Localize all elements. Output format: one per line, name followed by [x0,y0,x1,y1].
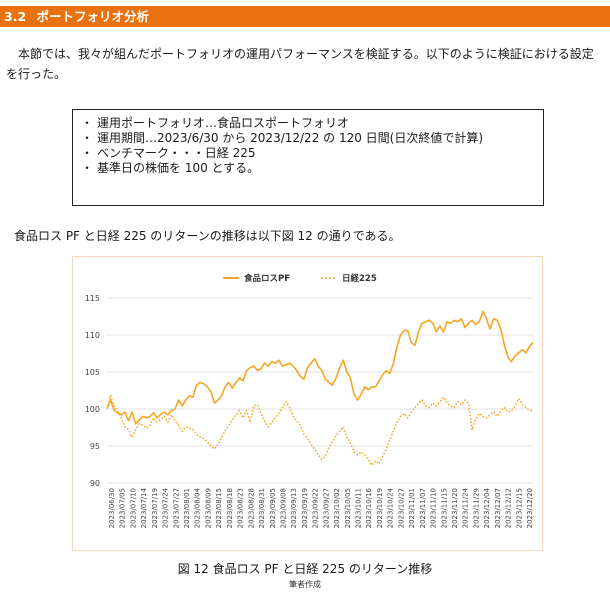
x-tick-label: 2023/12/15 [515,488,523,528]
settings-item: ・ 運用ポートフォリオ…食品ロスポートフォリオ [81,116,535,131]
x-tick-label: 2023/07/05 [119,488,127,528]
x-tick-label: 2023/09/05 [269,488,277,528]
legend-label-foodloss-pf: 食品ロスPF [244,273,290,284]
bullet-icon: ・ [81,146,94,160]
settings-box: ・ 運用ポートフォリオ…食品ロスポートフォリオ ・ 運用期間…2023/6/30… [72,109,544,206]
x-tick-label: 2023/09/22 [312,488,320,528]
section-header: 3.2 ポートフォリオ分析 [0,6,610,27]
x-tick-label: 2023/10/16 [365,487,373,528]
x-tick-label: 2023/07/24 [162,487,170,528]
x-tick-label: 2023/08/04 [194,487,202,528]
x-tick-label: 2023/10/24 [387,487,395,528]
figure-source: 筆者作成 [289,580,321,589]
series-line-nikkei225 [106,394,533,466]
x-tick-label: 2023/11/10 [430,488,438,528]
x-tick-label: 2023/11/20 [451,488,459,528]
x-tick-label: 2023/08/18 [226,488,234,528]
x-tick-label: 2023/11/07 [419,488,427,528]
section-title: ポートフォリオ分析 [36,9,150,24]
y-tick-label: 95 [90,442,100,451]
chart-frame: 90 95 100 105 110 115 2023/06/30 2023/07/05 2023… [72,256,543,551]
x-tick-label: 2023/12/07 [494,488,502,528]
x-tick-label: 2023/08/28 [247,488,255,528]
y-tick-label: 110 [85,331,100,340]
intro-paragraph: 本節では、我々が組んだポートフォリオの運用パフォーマンスを検証する。以下のように… [6,47,594,81]
section-number: 3.2 [4,9,27,24]
y-tick-label: 90 [90,479,100,488]
x-tick-label: 2023/10/27 [397,488,405,528]
x-tick-label: 2023/09/19 [301,488,309,528]
x-tick-label: 2023/07/14 [140,487,148,528]
x-tick-label: 2023/08/31 [258,488,266,528]
lead-text: 食品ロス PF と日経 225 のリターンの推移は以下図 12 の通りである。 [14,229,401,243]
y-tick-label: 115 [85,294,100,303]
x-tick-label: 2023/10/05 [344,488,352,528]
x-tick-label: 2023/11/01 [408,488,416,528]
x-tick-label: 2023/08/01 [183,488,191,528]
legend-label-nikkei225: 日経225 [342,273,377,284]
settings-item: ・ ベンチマーク・・・日経 225 [81,146,535,161]
settings-item-text: 運用期間…2023/6/30 から 2023/12/22 の 120 日間(日次… [97,131,484,145]
bullet-icon: ・ [81,161,94,175]
x-tick-label: 2023/11/29 [472,488,480,528]
x-tick-label: 2023/09/08 [279,488,287,528]
x-tick-label: 2023/12/20 [526,488,534,528]
y-tick-label: 105 [85,368,100,377]
settings-item-text: 運用ポートフォリオ…食品ロスポートフォリオ [97,116,350,130]
figure-caption: 図 12 食品ロス PF と日経 225 のリターン推移 [177,562,433,576]
settings-item: ・ 運用期間…2023/6/30 から 2023/12/22 の 120 日間(… [81,131,535,146]
x-tick-label: 2023/10/19 [376,488,384,528]
x-tick-label: 2023/11/15 [440,488,448,528]
x-tick-label: 2023/11/24 [462,487,470,528]
x-tick-label: 2023/08/23 [237,488,245,528]
settings-item-text: ベンチマーク・・・日経 225 [97,146,256,160]
x-tick-label: 2023/08/09 [204,488,212,528]
x-tick-label: 2023/12/04 [483,487,491,528]
x-tick-label: 2023/07/27 [172,488,180,528]
bullet-icon: ・ [81,116,94,130]
settings-item-text: 基準日の株価を 100 とする。 [97,161,260,175]
x-tick-label: 2023/08/15 [215,488,223,528]
x-tick-label: 2023/09/13 [290,488,298,528]
y-tick-label: 100 [85,405,100,414]
x-tick-label: 2023/10/11 [355,488,363,528]
x-tick-label: 2023/07/19 [151,488,159,528]
x-tick-label: 2023/12/12 [505,488,513,528]
x-tick-label: 2023/10/02 [333,488,341,528]
bullet-icon: ・ [81,131,94,145]
x-tick-label: 2023/07/10 [129,488,137,528]
series-line-foodloss-pf [106,310,534,425]
settings-item: ・ 基準日の株価を 100 とする。 [81,161,535,176]
x-tick-label: 2023/06/30 [108,488,116,528]
x-tick-label: 2023/09/27 [322,488,330,528]
